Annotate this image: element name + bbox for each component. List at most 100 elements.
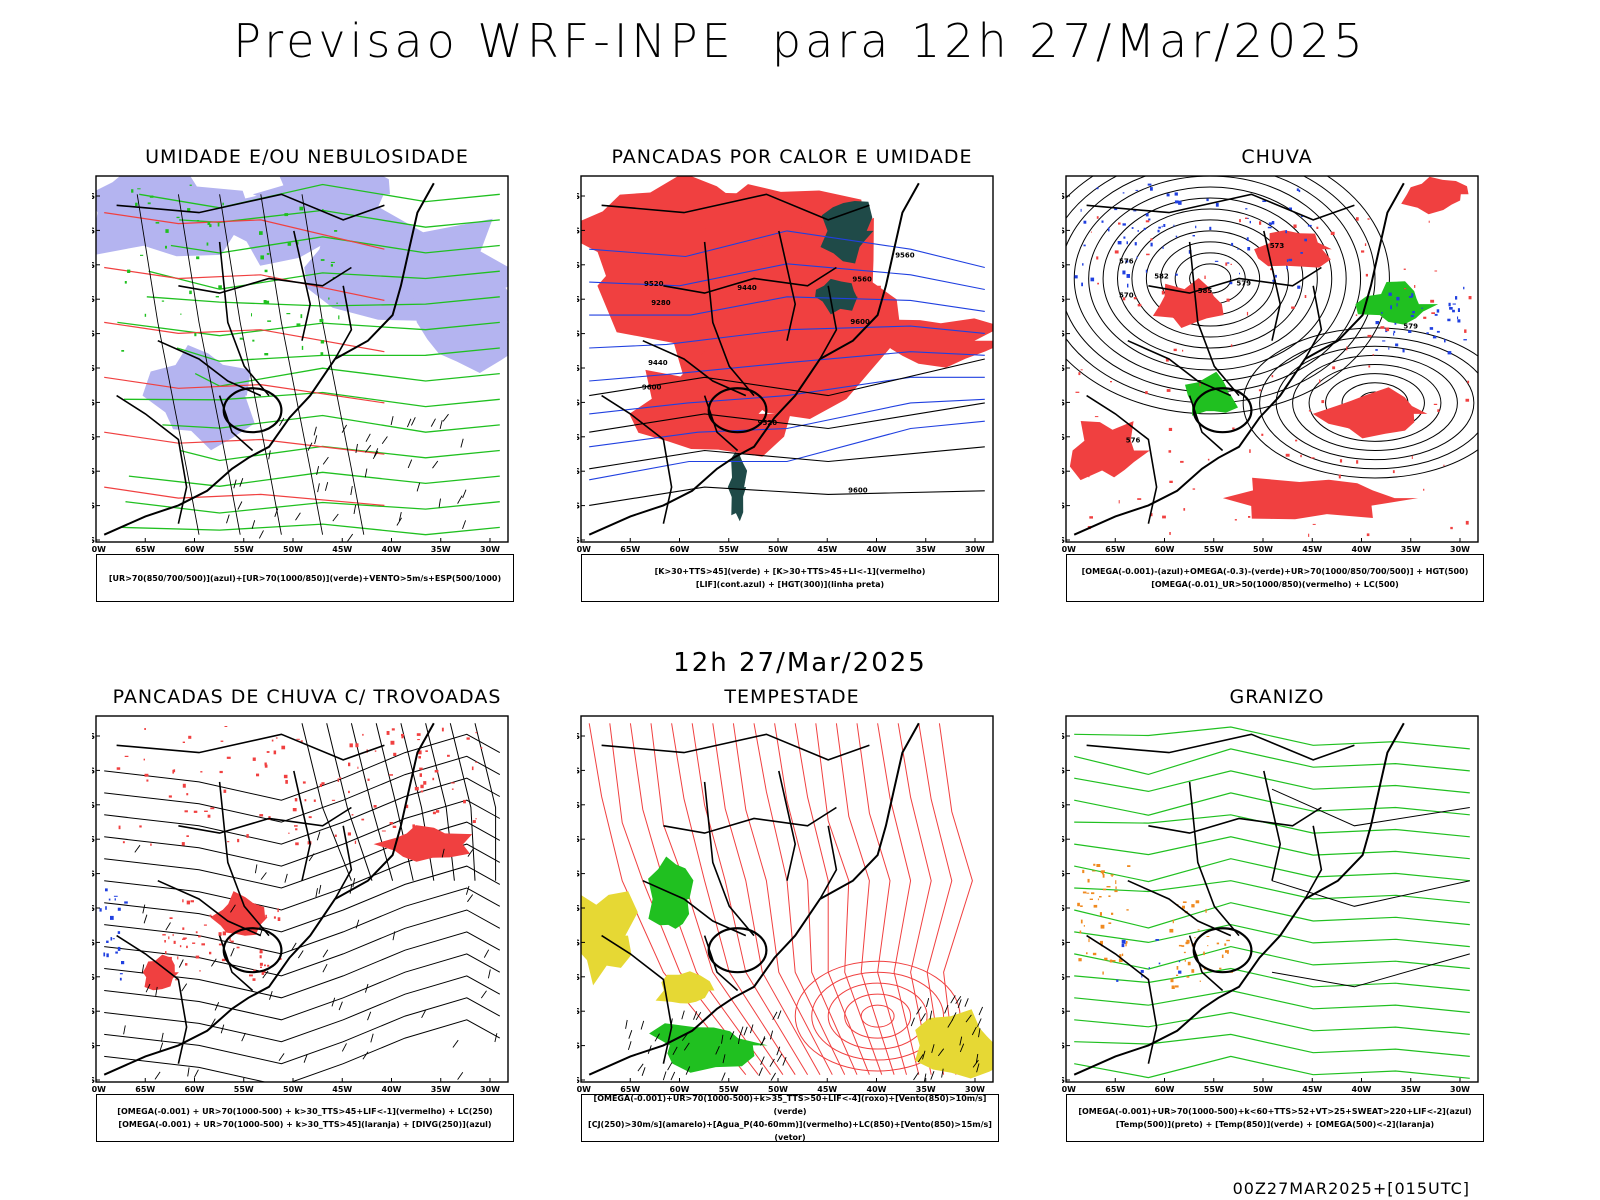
thunderstorm-speckle [271, 739, 274, 742]
omega-speckle [1100, 924, 1105, 929]
thunderstorm-speckle [304, 799, 307, 802]
rain-speckle [1355, 314, 1358, 316]
omega-speckle [1122, 192, 1125, 194]
thunderstorm-speckle [204, 810, 208, 812]
omega-speckle [1099, 896, 1102, 898]
humidity-contour [125, 501, 500, 514]
rain-speckle [1339, 459, 1343, 463]
precipitable-water-contour [609, 723, 759, 1076]
thunderstorm-speckle [192, 942, 196, 944]
omega-speckle [1463, 339, 1467, 341]
streamline [449, 723, 476, 881]
thunderstorm-speckle [393, 752, 397, 756]
lon-tick-label: 60W [670, 1085, 690, 1092]
wind-vector [143, 914, 148, 924]
rain-speckle [1319, 379, 1321, 384]
lat-tick-label: 12S [92, 732, 95, 741]
wind-vector [462, 520, 467, 530]
thunderstorm-speckle [295, 842, 299, 846]
thunderstorm-speckle [354, 840, 357, 844]
humidity-contour [162, 414, 500, 433]
omega-speckle [1396, 303, 1398, 307]
wind-vector [324, 481, 329, 491]
omega-speckle [1102, 874, 1105, 878]
thunderstorm-speckle [277, 908, 279, 913]
humidity-speckle [218, 285, 222, 290]
panel-umidade: UMIDADE E/OU NEBULOSIDADE 12S 15S 18S 21S 24… [92, 146, 522, 616]
lifted-index-contour [589, 398, 985, 448]
border-line [703, 241, 755, 397]
humidity-speckle [301, 345, 304, 350]
omega-speckle [1126, 274, 1130, 278]
wind-vector [662, 1071, 667, 1081]
thunderstorm-speckle [229, 937, 231, 941]
lon-tick-label: 50W [1253, 545, 1273, 552]
panel-granizo: GRANIZO 12S 15S 18S 21S 24S 27S 30S 33S 36S 39S 42… [1062, 686, 1492, 1156]
jet-stream-area [655, 971, 715, 1004]
thunderstorm-speckle [209, 951, 212, 955]
legend-box: [UR>70(850/700/500)](azul)+[UR>70(1000/8… [96, 554, 514, 602]
humidity-speckle [266, 253, 270, 255]
wind-vector [307, 442, 313, 451]
lifted-index-contour [589, 296, 985, 316]
wind-vector [181, 983, 188, 992]
omega-speckle [1434, 313, 1438, 316]
rain-speckle [1145, 220, 1150, 223]
wind-vector [352, 878, 356, 887]
wind-vector [737, 1034, 741, 1044]
lon-tick-label: 70W [92, 1085, 106, 1092]
thunderstorm-speckle [182, 938, 186, 940]
thunderstorm-speckle [144, 773, 149, 777]
hail-speckle [1121, 939, 1126, 944]
rain-speckle [1270, 516, 1273, 519]
wind-vector [467, 848, 474, 857]
omega-speckle [1214, 260, 1219, 262]
rain-speckle [1145, 391, 1148, 395]
pressure-contour [136, 194, 200, 535]
thunderstorm-speckle [361, 818, 365, 821]
omega-speckle [1192, 235, 1195, 237]
omega-speckle [1125, 942, 1127, 947]
rain-speckle [1199, 382, 1201, 387]
wind-vector [226, 514, 230, 524]
humidity-speckle [259, 231, 263, 235]
rain-speckle [1414, 285, 1416, 288]
lat-tick-label: 12S [1062, 192, 1065, 201]
omega-speckle [1163, 224, 1166, 227]
thunderstorm-speckle [349, 743, 353, 748]
rain-speckle [1207, 458, 1210, 461]
rain-speckle [1468, 296, 1472, 300]
thunderstorm-speckle [222, 931, 226, 936]
omega-speckle [1187, 961, 1191, 966]
rain-speckle [1168, 427, 1173, 431]
wind-vector [441, 848, 445, 858]
rain-speckle [1133, 297, 1137, 300]
wind-vector [381, 436, 388, 445]
border-line [116, 733, 385, 761]
thunderstorm-speckle [173, 769, 176, 773]
lat-tick-label: 36S [92, 1007, 95, 1016]
legend-box: [OMEGA(-0.001)+UR>70(1000-500)+k>35_TTS>… [581, 1094, 999, 1142]
lat-tick-label: 36S [577, 1007, 580, 1016]
omega-speckle [1126, 941, 1128, 944]
contour-label: 573 [1270, 242, 1285, 250]
omega-speckle [1262, 200, 1267, 202]
border-line [778, 230, 797, 341]
rain-speckle [1423, 488, 1425, 491]
contour-label: 9600 [848, 487, 868, 495]
contour-label: 579 [1403, 323, 1418, 331]
rain-speckle [1240, 498, 1243, 502]
panel-title: UMIDADE E/OU NEBULOSIDADE [145, 146, 469, 168]
lon-tick-label: 70W [1062, 545, 1076, 552]
thickness-contour [104, 431, 385, 455]
thunderstorm-speckle [337, 778, 340, 782]
rain-speckle [1392, 470, 1395, 474]
streamline [350, 723, 394, 881]
wind-vector [929, 1010, 933, 1020]
omega-speckle [1157, 229, 1160, 233]
legend-line: [K>30+TTS>45](verde) + [K>30+TTS>45+LI<-… [654, 567, 926, 576]
omega-speckle [1184, 960, 1186, 962]
wind-vector [959, 1036, 963, 1046]
rain-speckle [1245, 217, 1248, 219]
contour-label: 9520 [644, 280, 664, 288]
